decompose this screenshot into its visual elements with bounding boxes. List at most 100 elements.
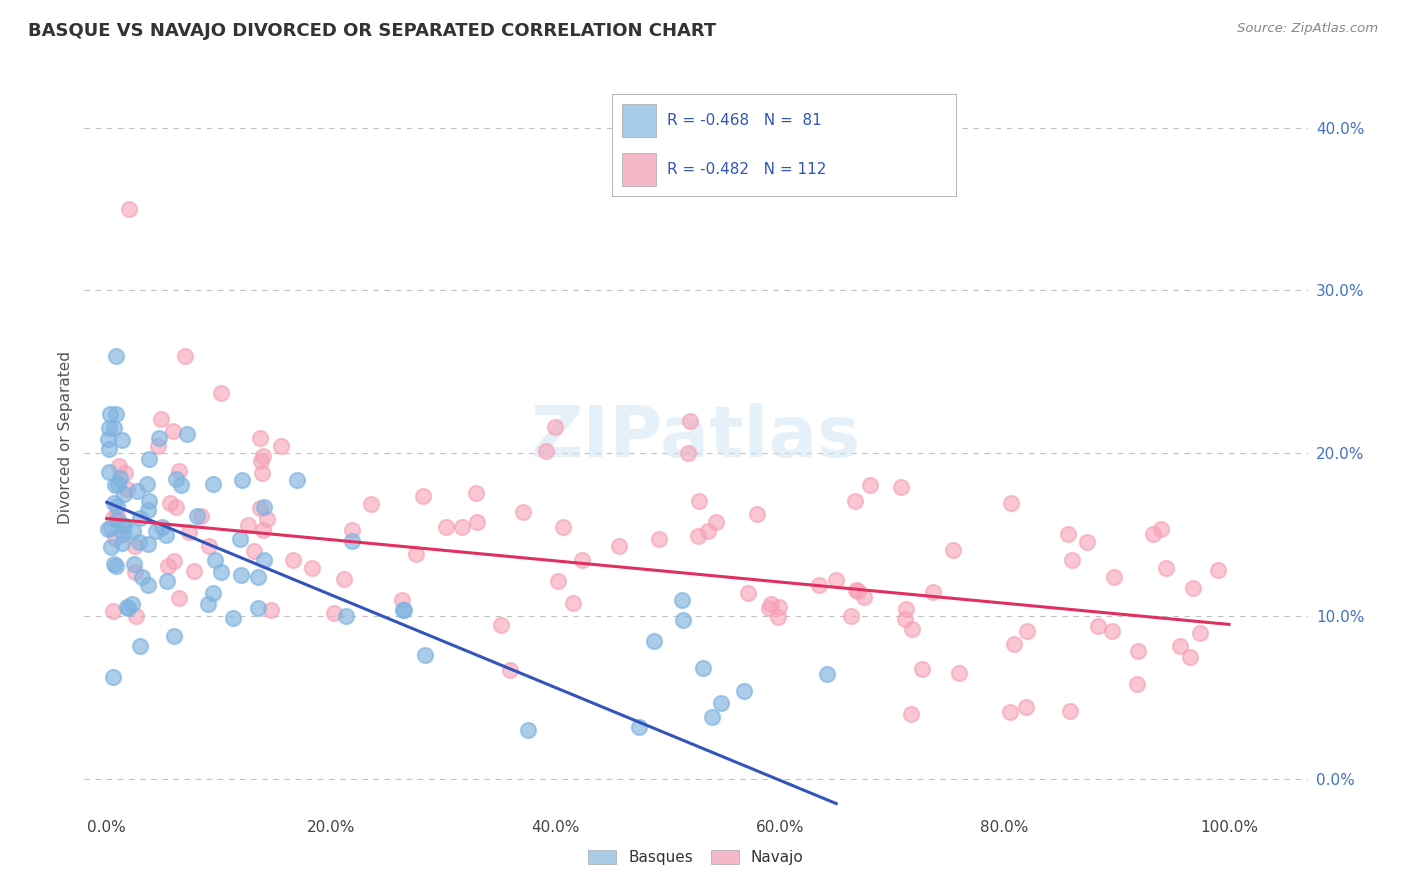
Point <box>434 520 457 534</box>
Point <box>824 573 846 587</box>
Point <box>1102 569 1125 583</box>
Point <box>101 670 124 684</box>
Point <box>163 629 186 643</box>
Point <box>451 520 474 534</box>
Point <box>100 521 122 535</box>
Point <box>110 470 132 484</box>
Point <box>252 449 274 463</box>
Point <box>332 572 354 586</box>
Point <box>163 554 186 568</box>
Point <box>766 610 789 624</box>
Point <box>737 585 759 599</box>
Point <box>136 503 159 517</box>
Point <box>412 490 434 504</box>
Point <box>1015 624 1038 638</box>
Point <box>197 539 219 553</box>
Point <box>107 477 129 491</box>
Point <box>250 454 273 468</box>
Point <box>104 349 127 363</box>
Point <box>335 609 357 624</box>
Point <box>231 473 253 487</box>
Point <box>745 507 768 521</box>
Point <box>103 511 125 525</box>
Point <box>553 519 575 533</box>
Point <box>1180 649 1202 664</box>
Point <box>844 494 866 508</box>
Point <box>121 597 143 611</box>
Point <box>679 414 702 428</box>
Point <box>890 480 912 494</box>
Point <box>562 596 585 610</box>
Point <box>150 520 173 534</box>
Point <box>643 633 665 648</box>
Point <box>204 553 226 567</box>
Point <box>118 202 141 216</box>
Point <box>253 500 276 515</box>
Point <box>98 442 121 456</box>
Point <box>815 666 838 681</box>
Point <box>104 477 127 491</box>
Point <box>190 508 212 523</box>
Point <box>247 570 270 584</box>
Point <box>165 472 187 486</box>
Point <box>124 565 146 579</box>
Point <box>340 534 363 549</box>
Point <box>159 496 181 510</box>
Point <box>301 560 323 574</box>
Point <box>186 508 208 523</box>
Point <box>169 464 191 478</box>
Point <box>114 518 136 533</box>
Point <box>846 583 869 598</box>
Text: R = -0.468   N =  81: R = -0.468 N = 81 <box>666 112 821 128</box>
Point <box>768 599 790 614</box>
Point <box>1015 700 1038 714</box>
Point <box>176 426 198 441</box>
Point <box>150 411 173 425</box>
Text: BASQUE VS NAVAJO DIVORCED OR SEPARATED CORRELATION CHART: BASQUE VS NAVAJO DIVORCED OR SEPARATED C… <box>28 22 717 40</box>
Point <box>900 706 922 721</box>
Point <box>97 432 120 446</box>
Point <box>170 478 193 492</box>
Point <box>285 474 308 488</box>
Point <box>1168 639 1191 653</box>
Point <box>115 482 138 496</box>
Point <box>627 721 650 735</box>
Point <box>97 465 120 479</box>
Point <box>1208 563 1230 577</box>
Point <box>169 591 191 605</box>
Point <box>242 544 264 558</box>
Point <box>117 600 139 615</box>
Point <box>1076 535 1098 549</box>
Point <box>250 467 273 481</box>
Point <box>128 534 150 549</box>
Point <box>127 483 149 498</box>
Point <box>222 611 245 625</box>
Point <box>136 578 159 592</box>
Point <box>845 582 868 597</box>
Point <box>136 537 159 551</box>
Point <box>922 585 945 599</box>
Point <box>97 522 120 536</box>
Point <box>948 666 970 681</box>
Point <box>104 532 127 546</box>
Point <box>156 574 179 589</box>
Point <box>97 420 120 434</box>
Point <box>759 598 782 612</box>
Point <box>323 606 346 620</box>
Point <box>700 710 723 724</box>
Point <box>672 613 695 627</box>
Text: R = -0.482   N = 112: R = -0.482 N = 112 <box>666 162 827 178</box>
Point <box>155 528 177 542</box>
Point <box>1182 581 1205 595</box>
Point <box>1062 552 1084 566</box>
Point <box>124 540 146 554</box>
Point <box>1142 527 1164 541</box>
Point <box>107 458 129 473</box>
Point <box>894 602 917 616</box>
Point <box>112 527 135 541</box>
Point <box>122 557 145 571</box>
Point <box>692 661 714 675</box>
Point <box>117 601 139 615</box>
Point <box>104 407 127 421</box>
Point <box>710 696 733 710</box>
